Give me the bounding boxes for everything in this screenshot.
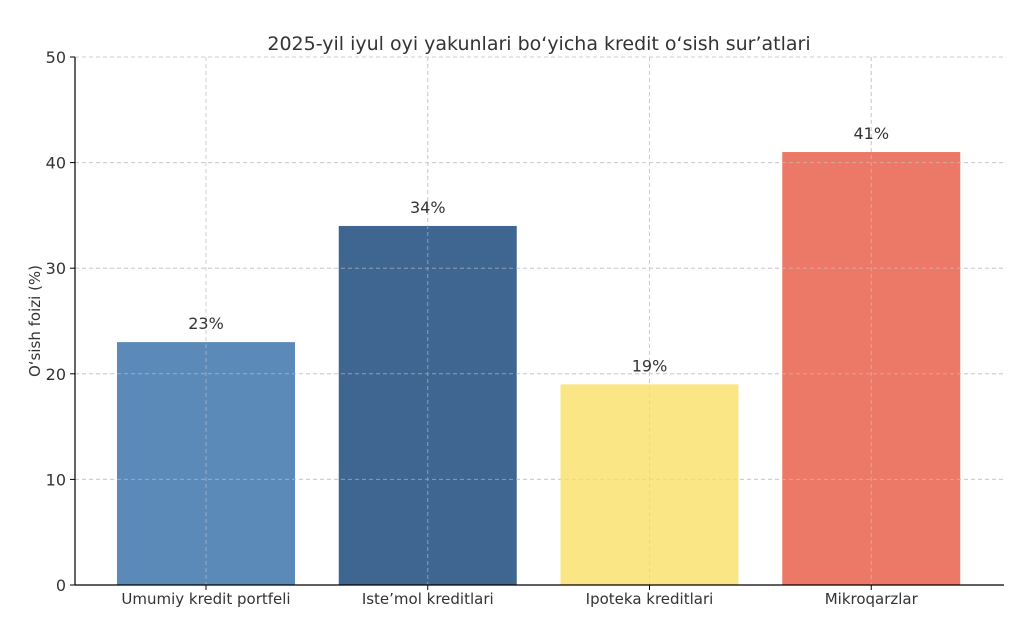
- y-tick-label: 20: [46, 365, 66, 384]
- bar-value-label: 41%: [853, 124, 889, 143]
- bar-value-label: 23%: [188, 314, 224, 333]
- bar-value-label: 34%: [410, 198, 446, 217]
- x-tick-label: Iste’mol kreditlari: [362, 590, 494, 608]
- bars-layer: [117, 152, 961, 586]
- grid-overlay: [75, 56, 1004, 585]
- y-tick-label: 30: [46, 259, 66, 278]
- y-tick-label: 0: [56, 576, 66, 595]
- x-tick-label: Umumiy kredit portfeli: [121, 590, 290, 608]
- x-tick-label: Ipoteka kreditlari: [586, 590, 714, 608]
- y-tick-label: 10: [46, 470, 66, 489]
- x-tick-label: Mikroqarzlar: [825, 590, 919, 608]
- axes-layer: [70, 56, 1004, 590]
- bar: [338, 225, 517, 585]
- chart-title: 2025-yil iyul oyi yakunlari bo‘yicha kre…: [267, 33, 810, 55]
- y-tick-label: 50: [46, 48, 66, 67]
- y-axis-title: O‘sish foizi (%): [26, 265, 44, 377]
- y-tick-label: 40: [46, 154, 66, 173]
- bar-value-label: 19%: [632, 356, 668, 375]
- labels-layer: 0 10 20 30 40 50 Umumiy kredit portfeli 23% Iste…: [46, 48, 919, 608]
